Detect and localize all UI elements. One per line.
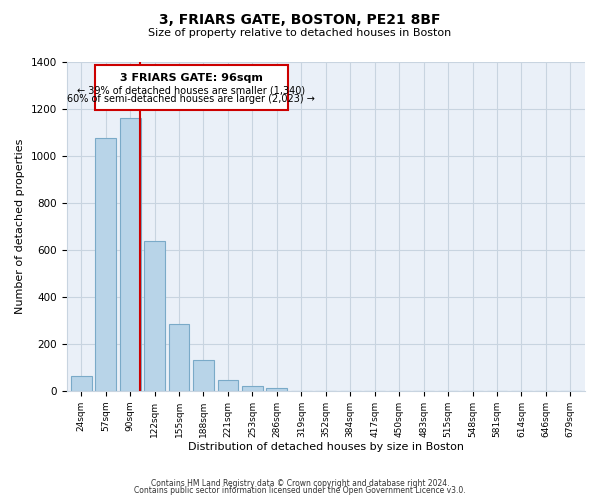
Text: 60% of semi-detached houses are larger (2,023) →: 60% of semi-detached houses are larger (… — [67, 94, 315, 104]
FancyBboxPatch shape — [95, 65, 288, 110]
Text: ← 39% of detached houses are smaller (1,340): ← 39% of detached houses are smaller (1,… — [77, 85, 305, 95]
Bar — [95, 138, 116, 391]
Y-axis label: Number of detached properties: Number of detached properties — [15, 138, 25, 314]
Text: 3 FRIARS GATE: 96sqm: 3 FRIARS GATE: 96sqm — [120, 74, 263, 84]
Bar — [193, 360, 214, 391]
Text: Contains public sector information licensed under the Open Government Licence v3: Contains public sector information licen… — [134, 486, 466, 495]
Text: Contains HM Land Registry data © Crown copyright and database right 2024.: Contains HM Land Registry data © Crown c… — [151, 478, 449, 488]
Bar — [218, 380, 238, 391]
Text: 3, FRIARS GATE, BOSTON, PE21 8BF: 3, FRIARS GATE, BOSTON, PE21 8BF — [159, 12, 441, 26]
Text: Size of property relative to detached houses in Boston: Size of property relative to detached ho… — [148, 28, 452, 38]
X-axis label: Distribution of detached houses by size in Boston: Distribution of detached houses by size … — [188, 442, 464, 452]
Bar — [71, 376, 92, 391]
Bar — [169, 324, 190, 391]
Bar — [144, 242, 165, 391]
Bar — [266, 388, 287, 391]
Bar — [120, 118, 140, 391]
Bar — [242, 386, 263, 391]
